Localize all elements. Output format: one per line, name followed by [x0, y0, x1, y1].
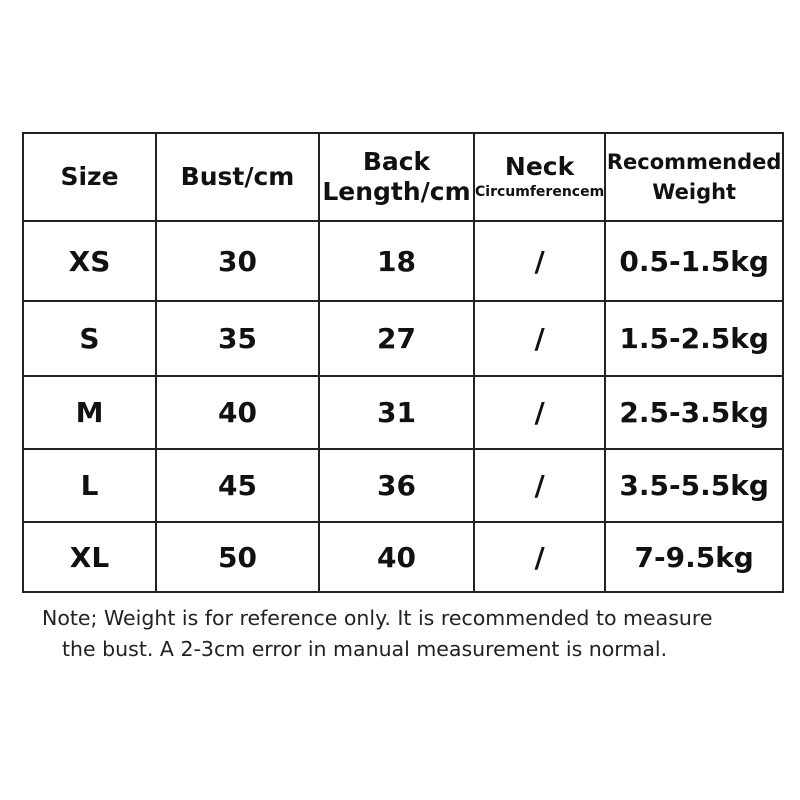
header-neck-line2: Circumferencem [475, 184, 605, 200]
header-weight: Recommended Weight [604, 132, 785, 222]
header-neck: Neck Circumferencem [472, 132, 607, 222]
note: Note; Weight is for reference only. It i… [42, 603, 712, 665]
cell-weight: 2.5-3.5kg [604, 375, 785, 450]
cell-bust: 40 [155, 375, 320, 450]
header-row: Size Bust/cm Back Length/cm Neck Circumfer… [22, 132, 785, 222]
cell-weight: 3.5-5.5kg [604, 448, 785, 523]
cell-back: 40 [318, 521, 475, 593]
cell-neck: / [472, 220, 607, 302]
cell-bust: 45 [155, 448, 320, 523]
header-bust: Bust/cm [155, 132, 320, 222]
cell-weight: 0.5-1.5kg [604, 220, 785, 302]
header-back-line1: Back [362, 147, 431, 176]
cell-back: 31 [318, 375, 475, 450]
cell-neck: / [472, 300, 607, 377]
table-row: XL 50 40 / 7-9.5kg [22, 521, 785, 593]
table-row: M 40 31 / 2.5-3.5kg [22, 375, 785, 450]
header-weight-line2: Weight [652, 180, 737, 204]
header-back-line2: Length/cm [322, 177, 471, 206]
cell-size: XS [22, 220, 157, 302]
cell-neck: / [472, 521, 607, 593]
header-size: Size [22, 132, 157, 222]
cell-bust: 50 [155, 521, 320, 593]
cell-bust: 35 [155, 300, 320, 377]
note-line1: Note; Weight is for reference only. It i… [42, 606, 713, 630]
header-weight-line1: Recommended [606, 150, 782, 174]
header-neck-line1: Neck [504, 152, 575, 181]
cell-size: XL [22, 521, 157, 593]
header-back-length: Back Length/cm [318, 132, 475, 222]
cell-back: 27 [318, 300, 475, 377]
cell-neck: / [472, 375, 607, 450]
cell-weight: 1.5-2.5kg [604, 300, 785, 377]
table-row: XS 30 18 / 0.5-1.5kg [22, 220, 785, 302]
cell-size: M [22, 375, 157, 450]
table-row: S 35 27 / 1.5-2.5kg [22, 300, 785, 377]
cell-size: L [22, 448, 157, 523]
cell-bust: 30 [155, 220, 320, 302]
cell-weight: 7-9.5kg [604, 521, 785, 593]
cell-back: 18 [318, 220, 475, 302]
size-chart-table: Size Bust/cm Back Length/cm Neck Circumfer… [22, 132, 785, 593]
cell-size: S [22, 300, 157, 377]
note-line2: the bust. A 2-3cm error in manual measur… [62, 637, 668, 661]
cell-back: 36 [318, 448, 475, 523]
table-row: L 45 36 / 3.5-5.5kg [22, 448, 785, 523]
cell-neck: / [472, 448, 607, 523]
